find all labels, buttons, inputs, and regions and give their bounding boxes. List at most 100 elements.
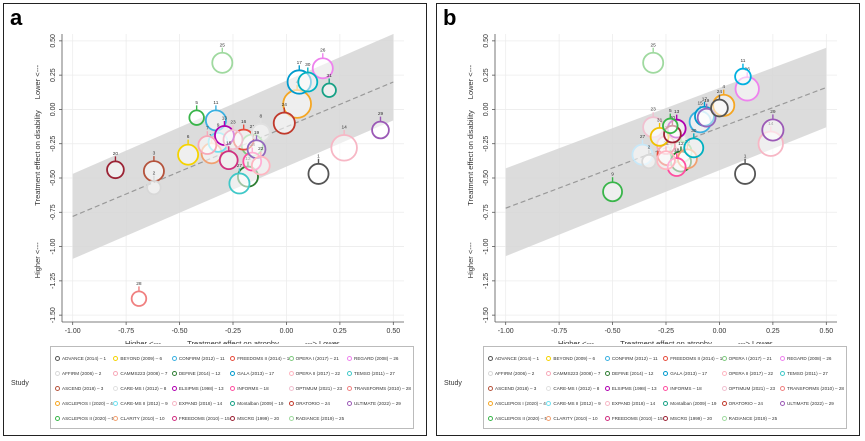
legend-swatch xyxy=(55,416,60,421)
legend-item: TEMSO (2011) – 27 xyxy=(347,366,411,381)
legend-label: CARE-MS I (2012) – 8 xyxy=(553,386,600,391)
legend-item: CONFIRM (2012) – 11 xyxy=(604,351,663,366)
legend-label: CONFIRM (2012) – 11 xyxy=(611,356,658,361)
legend-label: OPTIMUM (2021) – 23 xyxy=(295,386,343,391)
point-label: 31 xyxy=(327,73,333,79)
point-label: 23 xyxy=(230,120,236,126)
legend-swatch xyxy=(721,416,727,421)
x-axis-left-label: Higher <--- xyxy=(125,339,162,344)
legend-swatch xyxy=(488,371,493,376)
legend-item: MSCRG (1999) – 20 xyxy=(230,411,288,426)
legend-item: GALA (2013) – 17 xyxy=(230,366,288,381)
y-axis-top-label: Lower <--- xyxy=(33,64,42,99)
y-tick-label: -1.00 xyxy=(50,238,57,254)
legend-item: ELSIPMS (1998) – 13 xyxy=(171,381,230,396)
x-axis-right-label: ---> Lower xyxy=(305,339,340,344)
legend-label: FREEDOMS II (2014) – 16 xyxy=(670,356,722,361)
panel-label: a xyxy=(10,5,23,30)
legend-item: ASCEND (2018) – 3 xyxy=(488,381,546,396)
point-label: 5 xyxy=(195,100,198,106)
point-label: 17 xyxy=(702,96,708,102)
legend-item: AFFIRM (2006) – 2 xyxy=(488,366,546,381)
legend-item: INFORMS – 18 xyxy=(663,381,721,396)
x-tick-label: -0.25 xyxy=(225,328,241,335)
legend-item: ASCLEPIOS II (2020) – 5 xyxy=(488,411,546,426)
legend-swatch xyxy=(488,401,493,406)
legend-label: OPERA II (2017) – 22 xyxy=(728,371,774,376)
study-point-5 xyxy=(662,117,679,135)
x-axis-title: Treatment effect on atrophy xyxy=(187,339,279,344)
legend-swatch xyxy=(546,356,552,361)
legend-item: FREEDOMS (2010) – 15 xyxy=(604,411,663,426)
legend-item: ASCLEPIOS I (2020) – 4 xyxy=(55,396,113,411)
point-label: 24 xyxy=(282,102,288,108)
y-tick-label: 0.00 xyxy=(50,103,57,117)
study-point-30 xyxy=(683,137,705,159)
study-point-9 xyxy=(602,181,623,203)
legend-item: BEYOND (2009) – 6 xyxy=(546,351,604,366)
legend-item: DEFINE (2014) – 12 xyxy=(604,366,663,381)
legend-label: CAMMS223 (2008) – 7 xyxy=(120,371,168,376)
legend-item: ULTIMATE (2022) – 29 xyxy=(347,396,411,411)
legend-item: CLARITY (2010) – 10 xyxy=(113,411,171,426)
legend-label: RADIANCE (2019) – 25 xyxy=(295,416,345,421)
legend-swatch xyxy=(663,386,669,391)
legend-swatch xyxy=(604,356,610,361)
legend-swatch xyxy=(113,386,119,391)
legend-item: CLARITY (2010) – 10 xyxy=(546,411,604,426)
point-label: 2 xyxy=(648,144,651,150)
legend-label: ORATORIO – 24 xyxy=(728,401,763,406)
legend-label: EXPAND (2018) – 14 xyxy=(178,401,223,406)
study-point-14 xyxy=(330,134,358,162)
study-point-29 xyxy=(371,120,390,140)
study-point-22 xyxy=(656,150,676,171)
point-label: 19 xyxy=(704,98,710,104)
legend-item: ORATORIO – 24 xyxy=(288,396,347,411)
legend-item: BEYOND (2009) – 6 xyxy=(113,351,171,366)
legend-item: ASCLEPIOS II (2020) – 5 xyxy=(55,411,113,426)
study-point-7 xyxy=(197,135,218,155)
legend-swatch xyxy=(347,401,353,406)
legend-swatch xyxy=(780,386,786,391)
legend-item: OPERA I (2017) – 21 xyxy=(721,351,780,366)
legend-label: REGARD (2008) – 26 xyxy=(354,356,399,361)
x-axis-right-label: ---> Lower xyxy=(738,339,773,344)
point-label: 27 xyxy=(237,163,243,169)
legend-swatch xyxy=(230,416,236,421)
point-label: 29 xyxy=(378,111,384,117)
study-point-27 xyxy=(228,172,251,195)
legend-item: REGARD (2008) – 26 xyxy=(780,351,844,366)
point-label: 11 xyxy=(740,58,745,64)
legend-label: ORATORIO – 24 xyxy=(295,401,330,406)
y-axis-top-label: Lower <--- xyxy=(466,64,475,99)
legend-label: CONFIRM (2012) – 11 xyxy=(178,356,225,361)
y-tick-label: 0.50 xyxy=(483,34,490,48)
legend-label: AFFIRM (2006) – 2 xyxy=(62,371,102,376)
legend-swatch xyxy=(604,416,610,421)
legend-item: FREEDOMS (2010) – 15 xyxy=(171,411,230,426)
panel-a: a -1.00 -0.75 -0.50 -0.25 0.00 0.25 0.50 0.50 0.… xyxy=(3,3,427,436)
legend-swatch xyxy=(347,356,353,361)
x-tick-label: 0.00 xyxy=(713,328,727,335)
legend-label: RADIANCE (2019) – 25 xyxy=(728,416,778,421)
point-label: 19 xyxy=(254,130,260,136)
legend-title: Study xyxy=(11,380,29,387)
study-point-25 xyxy=(211,51,234,74)
legend-swatch xyxy=(488,386,493,391)
legend-swatch xyxy=(55,401,60,406)
point-label: 28 xyxy=(136,281,142,287)
regression-line xyxy=(72,81,394,217)
legend-label: INFORMS – 18 xyxy=(670,386,702,391)
study-point-1 xyxy=(307,162,330,185)
x-tick-label: -0.75 xyxy=(551,328,567,335)
legend-item: INFORMS – 18 xyxy=(230,381,288,396)
legend-swatch xyxy=(663,416,669,421)
legend-label: INFORMS – 18 xyxy=(237,386,269,391)
legend-label: OPERA I (2017) – 21 xyxy=(728,356,772,361)
legend-item: CARE-MS I (2012) – 8 xyxy=(113,381,171,396)
legend-item: RADIANCE (2019) – 25 xyxy=(721,411,780,426)
legend-label: TEMSO (2011) – 27 xyxy=(787,371,828,376)
legend-swatch xyxy=(721,401,727,406)
study-point-31 xyxy=(321,82,337,98)
legend-label: OPERA II (2017) – 22 xyxy=(295,371,341,376)
